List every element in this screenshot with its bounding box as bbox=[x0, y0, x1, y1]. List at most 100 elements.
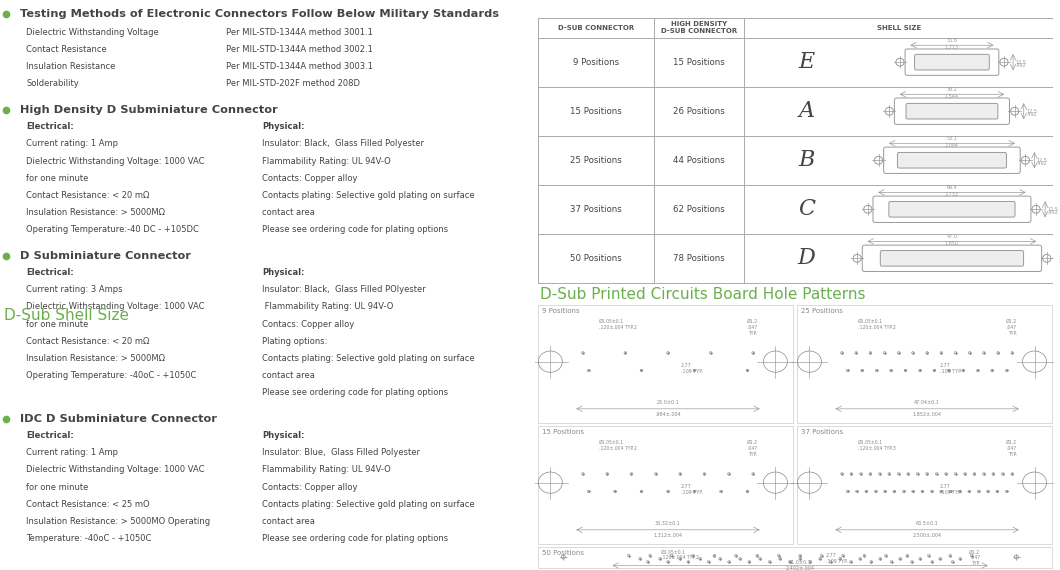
Text: 53.1: 53.1 bbox=[947, 136, 957, 141]
Text: 78 Positions: 78 Positions bbox=[673, 254, 725, 263]
Text: Operating Temperature: -40oC - +1050C: Operating Temperature: -40oC - +1050C bbox=[26, 371, 196, 380]
Text: Flammability Rating: UL 94V-O: Flammability Rating: UL 94V-O bbox=[263, 157, 391, 165]
Text: 2.77
.109 TYP.: 2.77 .109 TYP. bbox=[826, 553, 848, 564]
Text: .492: .492 bbox=[1037, 161, 1047, 166]
Text: Physical:: Physical: bbox=[263, 431, 305, 440]
Text: Ø1.05±0.1
.120±.004 TYP.2: Ø1.05±0.1 .120±.004 TYP.2 bbox=[599, 440, 637, 451]
FancyBboxPatch shape bbox=[884, 147, 1020, 173]
Bar bbox=[537, 426, 793, 544]
Text: Solderability: Solderability bbox=[26, 79, 80, 88]
Text: contact area: contact area bbox=[263, 371, 315, 380]
Text: Contacts: Copper alloy: Contacts: Copper alloy bbox=[263, 174, 358, 182]
Text: 37 Positions: 37 Positions bbox=[570, 205, 621, 214]
Text: 2.094: 2.094 bbox=[946, 143, 959, 148]
FancyBboxPatch shape bbox=[898, 152, 1006, 168]
Text: 2.77
.109 TYP.: 2.77 .109 TYP. bbox=[681, 363, 703, 374]
Text: Contact Resistance: < 20 mΩ: Contact Resistance: < 20 mΩ bbox=[26, 191, 149, 200]
Text: .492: .492 bbox=[1047, 210, 1058, 215]
Text: .492: .492 bbox=[1026, 112, 1037, 117]
Text: A: A bbox=[798, 100, 814, 122]
Text: Flammability Rating: UL 94V-O: Flammability Rating: UL 94V-O bbox=[263, 303, 393, 311]
Text: 63.5±0.1: 63.5±0.1 bbox=[916, 522, 938, 526]
Text: Ø1.05±0.1
.120±.004 TYP.2: Ø1.05±0.1 .120±.004 TYP.2 bbox=[859, 319, 896, 330]
Text: Current rating: 1 Amp: Current rating: 1 Amp bbox=[26, 449, 119, 457]
Text: SHELL SIZE: SHELL SIZE bbox=[878, 25, 921, 31]
Text: 47.0: 47.0 bbox=[947, 234, 957, 239]
Text: Electrical:: Electrical: bbox=[26, 268, 74, 277]
Text: HIGH DENSITY
D-SUB CONNECTOR: HIGH DENSITY D-SUB CONNECTOR bbox=[660, 22, 737, 34]
Text: Current rating: 3 Amps: Current rating: 3 Amps bbox=[26, 286, 123, 294]
Text: C: C bbox=[798, 198, 815, 220]
Text: 44 Positions: 44 Positions bbox=[673, 156, 725, 165]
Text: 9 Positions: 9 Positions bbox=[542, 308, 580, 314]
Text: contact area: contact area bbox=[263, 517, 315, 526]
Text: 15 Positions: 15 Positions bbox=[542, 429, 584, 435]
Text: 69.4: 69.4 bbox=[947, 185, 957, 190]
FancyBboxPatch shape bbox=[906, 103, 997, 119]
Text: Insulator: Blue,  Glass Filled Polyester: Insulator: Blue, Glass Filled Polyester bbox=[263, 449, 421, 457]
Text: 1.213: 1.213 bbox=[944, 45, 959, 50]
Text: 50 Positions: 50 Positions bbox=[542, 550, 584, 556]
FancyBboxPatch shape bbox=[905, 49, 999, 75]
FancyBboxPatch shape bbox=[889, 201, 1015, 217]
Text: 62 Positions: 62 Positions bbox=[673, 205, 725, 214]
Text: D-Sub Printed Circuits Board Hole Patterns: D-Sub Printed Circuits Board Hole Patter… bbox=[540, 287, 865, 302]
Text: 12.5: 12.5 bbox=[1015, 60, 1026, 64]
Text: 47.04±0.1: 47.04±0.1 bbox=[914, 400, 940, 405]
Text: 25 Positions: 25 Positions bbox=[801, 308, 843, 314]
Text: Flammability Rating: UL 94V-O: Flammability Rating: UL 94V-O bbox=[263, 466, 391, 474]
Text: 26 Positions: 26 Positions bbox=[673, 107, 725, 116]
Bar bbox=[797, 426, 1053, 544]
Text: 1.544: 1.544 bbox=[944, 94, 959, 99]
Text: Dielectric Withstanding Voltage: Dielectric Withstanding Voltage bbox=[26, 28, 159, 36]
Text: 12.5: 12.5 bbox=[1026, 109, 1037, 113]
Text: 30.8: 30.8 bbox=[947, 38, 957, 43]
Text: 12.5: 12.5 bbox=[1058, 256, 1060, 261]
Text: 9 Positions: 9 Positions bbox=[572, 58, 619, 67]
Text: 61.0±0.1: 61.0±0.1 bbox=[789, 560, 812, 565]
Text: Ø1.2
.047
TYP.: Ø1.2 .047 TYP. bbox=[746, 440, 758, 457]
Text: Contact Resistance: Contact Resistance bbox=[26, 45, 107, 54]
Text: D-SUB CONNECTOR: D-SUB CONNECTOR bbox=[558, 25, 634, 31]
Text: Contact Resistance: < 20 mΩ: Contact Resistance: < 20 mΩ bbox=[26, 337, 149, 345]
Text: Contacts plating: Selective gold plating on surface: Contacts plating: Selective gold plating… bbox=[263, 354, 475, 363]
Text: 2.77
.109 TYP.: 2.77 .109 TYP. bbox=[940, 484, 961, 495]
Text: .984±.004: .984±.004 bbox=[655, 412, 681, 417]
Text: Insulator: Black,  Glass Filled Polyester: Insulator: Black, Glass Filled Polyester bbox=[263, 140, 424, 148]
Text: 37 Positions: 37 Positions bbox=[801, 429, 844, 435]
Text: 25.0±0.1: 25.0±0.1 bbox=[656, 400, 679, 405]
Text: 39.2: 39.2 bbox=[947, 87, 957, 92]
Text: 50 Positions: 50 Positions bbox=[570, 254, 621, 263]
Text: Testing Methods of Electronic Connectors Follow Below Military Standards: Testing Methods of Electronic Connectors… bbox=[20, 9, 499, 19]
Text: 2.732: 2.732 bbox=[944, 192, 959, 197]
Text: Please see ordering code for plating options: Please see ordering code for plating opt… bbox=[263, 534, 448, 543]
Text: Physical:: Physical: bbox=[263, 268, 305, 277]
Text: Ø1.05±0.1
.120±.004 TYP.2: Ø1.05±0.1 .120±.004 TYP.2 bbox=[661, 549, 699, 560]
Text: 33.32±0.1: 33.32±0.1 bbox=[655, 522, 681, 526]
Text: D: D bbox=[797, 247, 815, 270]
Text: Insulator: Black,  Glass Filled POlyester: Insulator: Black, Glass Filled POlyester bbox=[263, 286, 426, 294]
Text: Dielectric Withstanding Voltage: 1000 VAC: Dielectric Withstanding Voltage: 1000 VA… bbox=[26, 303, 205, 311]
Text: Insulation Resistance: > 5000MΩ: Insulation Resistance: > 5000MΩ bbox=[26, 208, 165, 217]
Text: for one minute: for one minute bbox=[26, 483, 89, 491]
Text: Ø1.05±0.1
.120±.004 TYP.3: Ø1.05±0.1 .120±.004 TYP.3 bbox=[859, 440, 896, 451]
Text: Ø1.2
.047
TYP.: Ø1.2 .047 TYP. bbox=[1006, 319, 1017, 336]
Bar bbox=[537, 547, 1053, 568]
Text: High Density D Subminiature Connector: High Density D Subminiature Connector bbox=[20, 105, 278, 115]
Text: Per MIL-STD-202F method 208D: Per MIL-STD-202F method 208D bbox=[226, 79, 359, 88]
Text: Dielectric Withstanding Voltage: 1000 VAC: Dielectric Withstanding Voltage: 1000 VA… bbox=[26, 157, 205, 165]
Text: Insulation Resistance: > 5000MO Operating: Insulation Resistance: > 5000MO Operatin… bbox=[26, 517, 210, 526]
FancyBboxPatch shape bbox=[915, 54, 989, 70]
Text: Per MIL-STD-1344A method 3003.1: Per MIL-STD-1344A method 3003.1 bbox=[226, 62, 373, 71]
Text: Contacts plating: Selective gold plating on surface: Contacts plating: Selective gold plating… bbox=[263, 500, 475, 508]
Text: Please see ordering code for plating options: Please see ordering code for plating opt… bbox=[263, 388, 448, 397]
Text: Operating Temperature:-40 DC - +105DC: Operating Temperature:-40 DC - +105DC bbox=[26, 225, 199, 234]
Text: 15 Positions: 15 Positions bbox=[570, 107, 621, 116]
Text: Per MIL-STD-1344A method 3002.1: Per MIL-STD-1344A method 3002.1 bbox=[226, 45, 372, 54]
Text: Electrical:: Electrical: bbox=[26, 431, 74, 440]
Text: Ø1.2
.047
TYP.: Ø1.2 .047 TYP. bbox=[1006, 440, 1017, 457]
Text: for one minute: for one minute bbox=[26, 174, 89, 182]
Text: .492: .492 bbox=[1058, 259, 1060, 264]
Text: Current rating: 1 Amp: Current rating: 1 Amp bbox=[26, 140, 119, 148]
Text: IDC D Subminiature Connector: IDC D Subminiature Connector bbox=[20, 414, 217, 424]
